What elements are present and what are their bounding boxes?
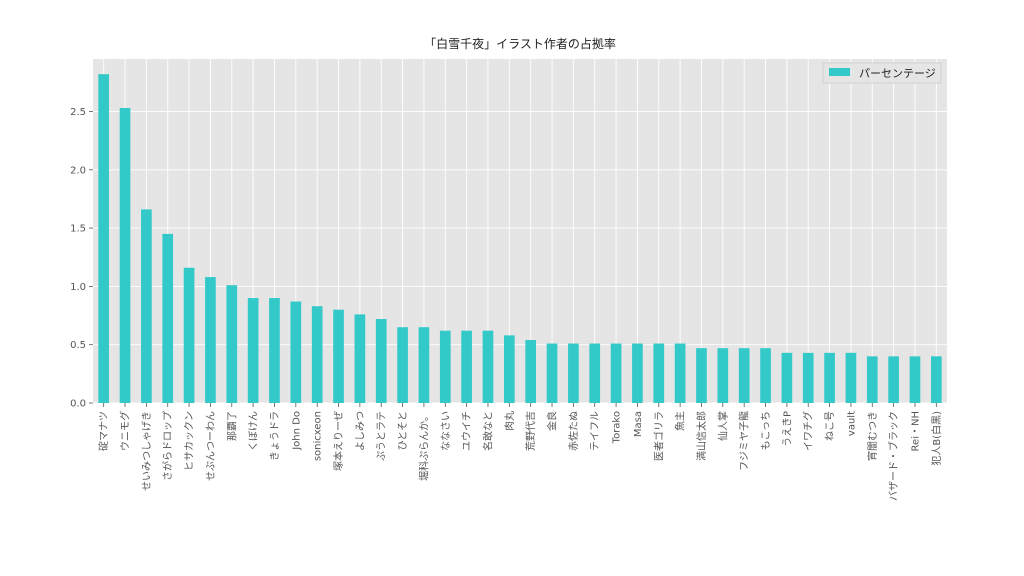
y-tick-label: 2.0 — [70, 165, 86, 176]
x-tick-label: 犯人B(白黒) — [930, 411, 943, 466]
bar — [461, 330, 472, 403]
x-tick-label: 金良 — [546, 411, 559, 431]
bar — [290, 301, 302, 403]
bar — [226, 285, 238, 403]
legend: パーセンテージ — [822, 62, 942, 84]
bar — [866, 356, 878, 403]
x-tick-label: 堀科ぷらんか。 — [417, 411, 430, 481]
x-tick-label: ヒサカックン — [184, 411, 196, 471]
bar — [845, 352, 857, 403]
x-tick-label: 肉丸 — [503, 411, 516, 431]
x-tick-label: きょうドラ — [269, 411, 281, 461]
x-tick-label: ひとそと — [397, 411, 409, 450]
x-tick-label: 碇マナツ — [97, 411, 110, 451]
bar — [482, 330, 494, 403]
bar — [205, 277, 216, 403]
bar — [183, 267, 195, 403]
y-tick-label: 0.0 — [70, 399, 86, 410]
x-tick-label: 医者ゴリラ — [652, 411, 665, 461]
y-tick-label: 1.0 — [70, 282, 86, 293]
x-tick-label: John Do — [291, 411, 302, 451]
bar — [824, 352, 835, 403]
bar — [525, 340, 537, 403]
legend-box — [822, 62, 942, 84]
bar — [760, 348, 771, 403]
x-tick-label: 魚主 — [674, 411, 687, 431]
legend-swatch — [829, 68, 850, 76]
bar — [247, 298, 259, 403]
bar — [930, 356, 942, 403]
bar — [632, 343, 643, 403]
x-tick-label: Torako — [612, 411, 623, 444]
bar — [503, 335, 515, 403]
bar — [119, 107, 131, 404]
bar — [589, 343, 601, 403]
bar — [610, 343, 622, 403]
bar — [653, 343, 665, 403]
bar — [269, 298, 280, 403]
x-tick-label: イワチグ — [802, 411, 815, 451]
bar — [98, 74, 110, 403]
bar — [568, 343, 579, 403]
x-tick-label: ななさい — [440, 411, 452, 451]
x-tick-label: せぶんつーわん — [205, 411, 217, 481]
x-tick-label: sonicxeon — [313, 411, 324, 461]
bar — [354, 314, 366, 403]
x-tick-label: よしみつ — [354, 411, 366, 451]
x-tick-label: 名敢なと — [481, 411, 494, 451]
bar — [333, 309, 344, 403]
legend-label: パーセンテージ — [859, 67, 936, 80]
x-tick-label: もこっち — [760, 411, 772, 450]
x-tick-label: うえきP — [781, 411, 793, 447]
bars — [98, 74, 942, 404]
x-tick-label: せいみつしゃげき — [141, 411, 153, 491]
bar — [781, 352, 793, 403]
x-axis: 碇マナツ ウニモグ せいみつしゃげき さがらドロップ ヒサカックン せぶんつーわん 那覇了く… — [97, 403, 943, 501]
x-tick-label: 仙人掌 — [716, 411, 729, 441]
x-tick-label: Rei・NH — [910, 411, 921, 451]
plot-area — [93, 59, 947, 403]
x-tick-label: ねこ号 — [824, 411, 836, 441]
x-tick-label: ウニモグ — [119, 411, 132, 451]
x-tick-label: くぼけん — [248, 411, 260, 451]
chart-title: 「白雪千夜」イラスト作者の占拠率 — [424, 36, 616, 51]
y-tick-label: 2.5 — [70, 107, 86, 118]
bar — [546, 343, 558, 403]
bar — [439, 330, 451, 403]
bar — [418, 327, 430, 403]
x-tick-label: ぷうとラテ — [376, 411, 388, 461]
x-tick-label: さがらドロップ — [161, 411, 174, 481]
x-tick-label: 那覇了 — [226, 411, 238, 441]
bar — [738, 348, 750, 403]
x-tick-label: Masa — [633, 411, 644, 437]
bar — [717, 348, 729, 403]
x-tick-label: テイフル — [590, 411, 601, 451]
x-tick-label: vault — [846, 411, 857, 436]
x-tick-label: 赤佐たぬ — [568, 411, 580, 451]
y-tick-label: 0.5 — [70, 340, 86, 351]
bar — [162, 233, 174, 403]
bar — [311, 306, 323, 403]
bar — [674, 343, 686, 403]
bar — [802, 352, 814, 403]
y-tick-label: 1.5 — [70, 224, 86, 235]
bar — [888, 356, 899, 403]
bar — [909, 356, 921, 403]
bar — [696, 348, 707, 403]
bar — [141, 209, 152, 403]
x-tick-label: 塚本えりーぜ — [332, 411, 345, 471]
bar — [375, 319, 387, 403]
x-tick-label: フジミヤ子龍 — [738, 411, 751, 471]
x-tick-label: 満山信太郎 — [695, 411, 708, 461]
bar — [397, 327, 408, 403]
x-tick-label: ユウイチ — [461, 411, 473, 451]
y-axis: 0.0 0.5 1.0 1.5 2.0 2.5 — [70, 107, 93, 410]
x-tick-label: 宵闇むつき — [866, 411, 879, 461]
x-tick-label: 荒野代吉 — [525, 411, 537, 451]
x-tick-label: バザード・ブラック — [887, 411, 900, 501]
